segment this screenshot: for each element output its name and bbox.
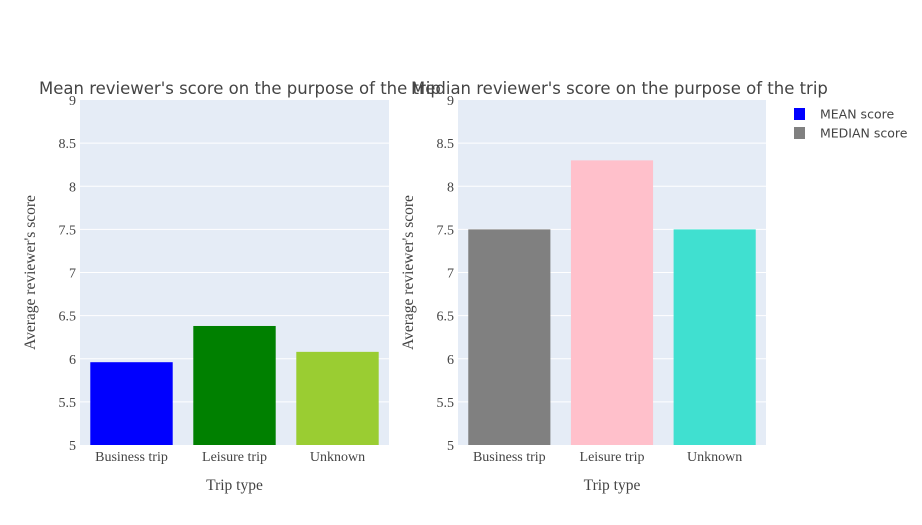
median-y-tick-label: 8.5 <box>437 137 455 152</box>
mean-y-tick-label: 5 <box>69 439 76 454</box>
median-x-tick-label: Leisure trip <box>580 450 645 465</box>
median-y-tick-label: 5 <box>447 439 454 454</box>
median-y-tick-label: 6 <box>447 353 454 368</box>
legend-swatch-median <box>794 127 805 139</box>
median-bar-business-trip <box>468 229 551 445</box>
mean-y-tick-label: 5.5 <box>59 396 77 411</box>
mean-x-tick-label: Business trip <box>95 450 168 465</box>
mean-y-tick-label: 6 <box>69 353 76 368</box>
legend-label-median: MEDIAN score <box>820 126 908 141</box>
median-y-tick-label: 6.5 <box>437 310 455 325</box>
legend-swatch-mean <box>794 108 805 120</box>
mean-bar-leisure-trip <box>193 325 276 445</box>
median-bar-leisure-trip <box>570 160 654 445</box>
median-y-axis-title: Average reviewer's score <box>400 195 417 350</box>
median-x-tick-label: Business trip <box>473 450 546 465</box>
mean-x-tick-label: Unknown <box>310 450 365 465</box>
median-chart-title: Median reviewer's score on the purpose o… <box>411 79 828 98</box>
mean-chart-title: Mean reviewer's score on the purpose of … <box>39 79 441 98</box>
median-y-tick-label: 9 <box>447 94 454 109</box>
mean-y-tick-label: 7.5 <box>59 223 77 238</box>
median-x-axis-title: Trip type <box>584 477 641 494</box>
median-y-tick-label: 8 <box>447 180 454 195</box>
mean-bar-business-trip <box>90 362 173 445</box>
mean-y-axis-title: Average reviewer's score <box>22 195 39 350</box>
mean-bar-unknown <box>296 351 379 445</box>
mean-y-tick-label: 9 <box>69 94 76 109</box>
legend-label-mean: MEAN score <box>820 107 894 122</box>
mean-x-axis-title: Trip type <box>206 477 263 494</box>
mean-y-tick-label: 7 <box>69 267 76 282</box>
mean-y-tick-label: 6.5 <box>59 310 77 325</box>
mean-x-tick-label: Leisure trip <box>202 450 267 465</box>
median-y-tick-label: 5.5 <box>437 396 455 411</box>
median-bar-unknown <box>673 229 756 445</box>
median-y-tick-label: 7 <box>447 267 454 282</box>
mean-y-tick-label: 8.5 <box>59 137 77 152</box>
median-y-tick-label: 7.5 <box>437 223 455 238</box>
median-x-tick-label: Unknown <box>687 450 742 465</box>
mean-y-tick-label: 8 <box>69 180 76 195</box>
